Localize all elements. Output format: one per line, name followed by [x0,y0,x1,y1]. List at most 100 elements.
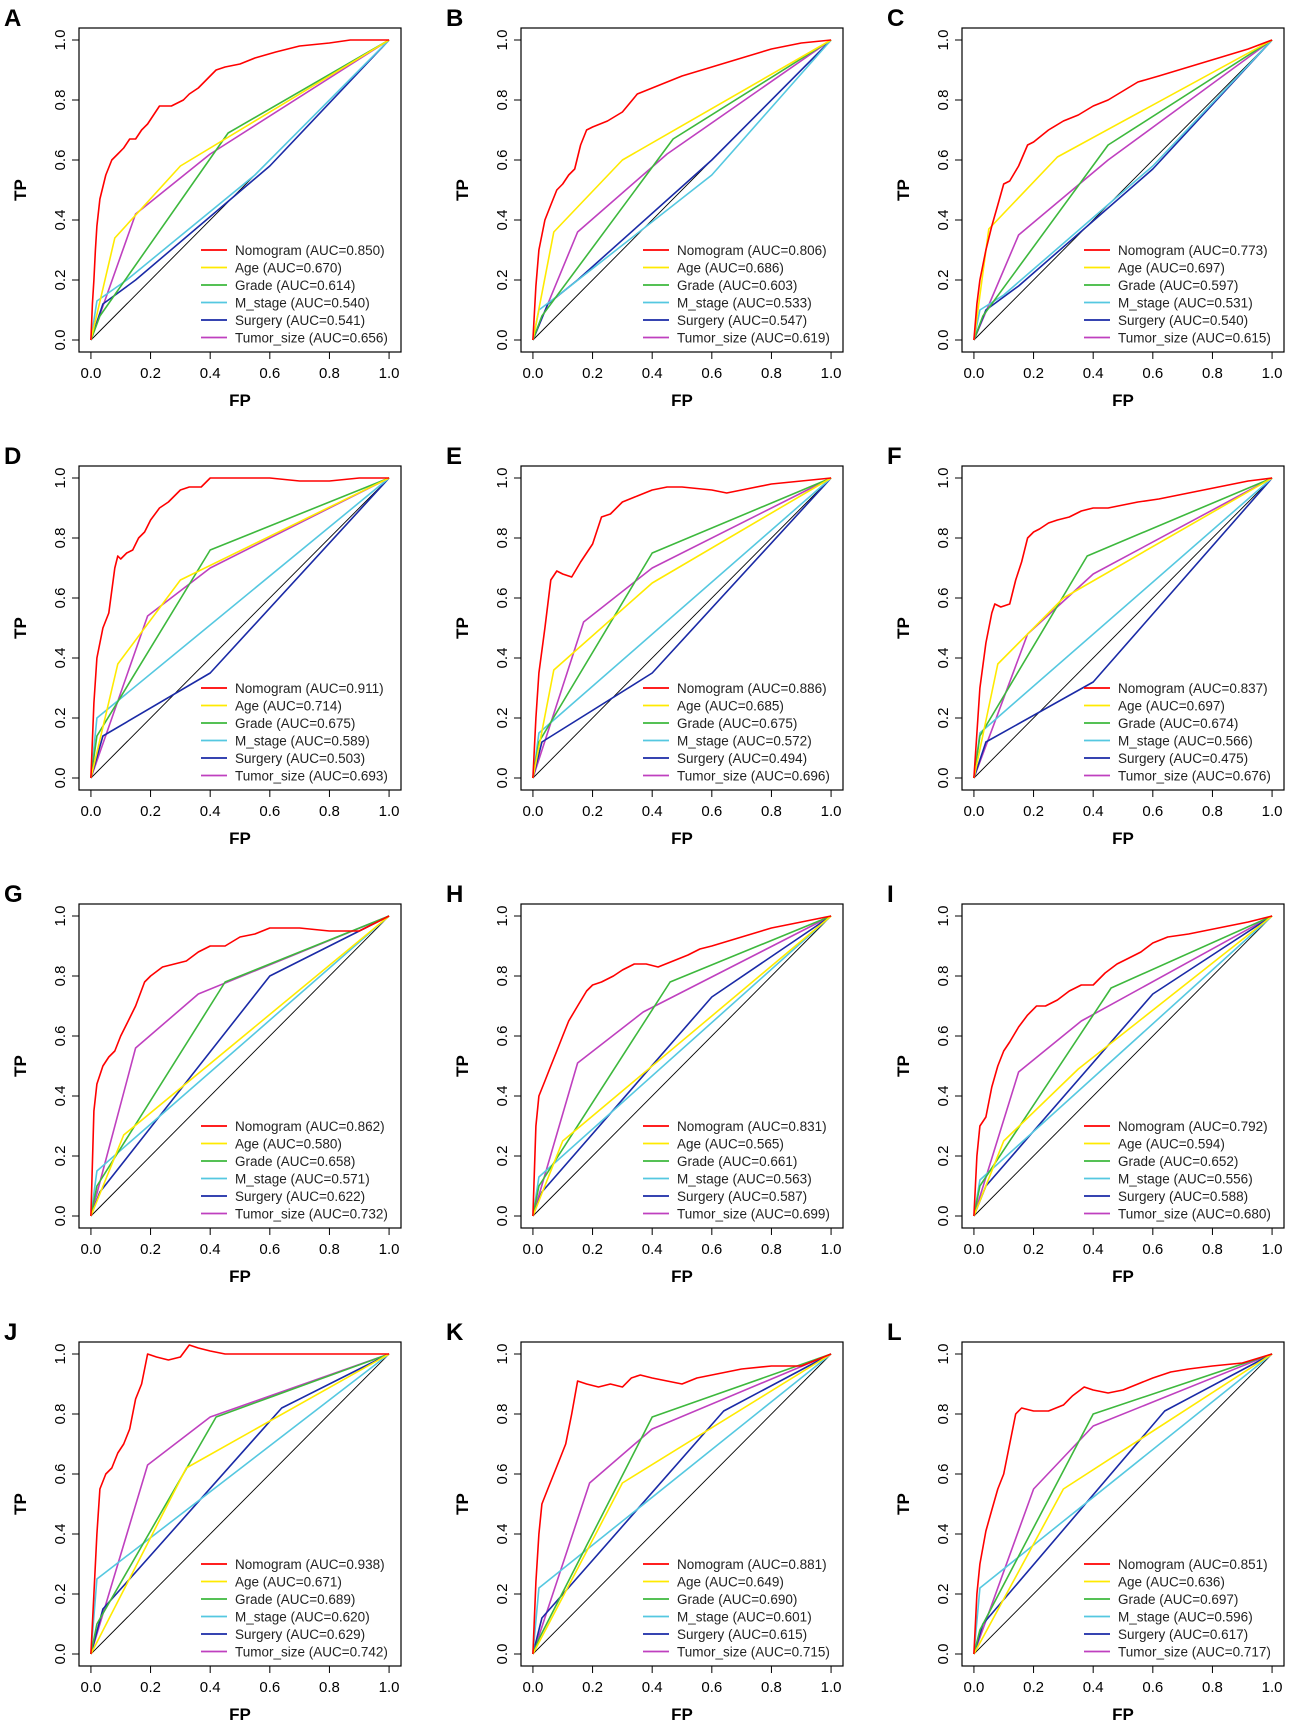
x-tick-label: 0.2 [582,803,603,820]
roc-line-surgery [90,477,390,779]
y-tick-label: 0.4 [494,210,511,231]
roc-line-nomogram [973,39,1273,341]
y-tick-label: 0.0 [935,330,952,351]
roc-line-nomogram [973,477,1273,779]
x-tick-label: 0.0 [963,1679,984,1696]
roc-line-grade [532,39,832,341]
x-tick-label: 1.0 [379,365,400,382]
y-tick-label: 0.0 [52,330,69,351]
panel-f: F 0.0 0.0 0.2 0.2 0.4 0.4 0.6 0.6 0.8 0.8 1.0 1.0 FP T… [887,443,1285,848]
x-tick-label: 0.0 [522,1241,543,1258]
panel-i: I 0.0 0.0 0.2 0.2 0.4 0.4 0.6 0.6 0.8 0.8 1.0 1.0 FP T… [887,881,1285,1286]
x-tick-label: 1.0 [821,365,842,382]
roc-line-nomogram [973,915,1273,1217]
x-tick-label: 1.0 [1262,1241,1283,1258]
legend-entry-nomogram: Nomogram (AUC=0.851) [1118,1557,1268,1572]
y-tick-label: 1.0 [52,1344,69,1365]
legend-entry-m-stage: M_stage (AUC=0.596) [1118,1610,1253,1625]
y-tick-label: 0.6 [52,1026,69,1047]
plot-frame [78,1341,402,1667]
y-tick-label: 0.0 [494,768,511,789]
diagonal-reference-line [532,477,832,779]
y-axis-label: TP [894,1493,913,1515]
y-tick-label: 0.8 [52,1404,69,1425]
legend-entry-grade: Grade (AUC=0.661) [677,1154,797,1169]
roc-line-grade [973,1353,1273,1655]
panel-label: D [4,443,21,470]
x-tick-label: 0.4 [1083,803,1104,820]
y-axis-label: TP [894,617,913,639]
roc-line-m-stage [90,915,390,1217]
x-axis-label: FP [1112,1267,1134,1286]
legend-entry-m-stage: M_stage (AUC=0.531) [1118,296,1253,311]
x-tick-label: 0.6 [701,803,722,820]
roc-line-age [973,477,1273,779]
legend-entry-tumor-size: Tumor_size (AUC=0.615) [1118,331,1271,346]
x-tick-label: 0.4 [200,1241,221,1258]
x-axis-label: FP [229,1267,251,1286]
x-tick-label: 0.0 [963,1241,984,1258]
roc-line-nomogram [532,1353,832,1655]
legend-entry-tumor-size: Tumor_size (AUC=0.715) [677,1645,830,1660]
legend-entry-nomogram: Nomogram (AUC=0.792) [1118,1119,1268,1134]
x-tick-label: 1.0 [821,1679,842,1696]
legend-entry-age: Age (AUC=0.697) [1118,261,1225,276]
legend-entry-age: Age (AUC=0.671) [235,1575,342,1590]
x-tick-label: 0.8 [319,803,340,820]
roc-line-nomogram [90,1344,390,1655]
x-tick-label: 0.0 [522,803,543,820]
plot-frame [78,465,402,791]
y-tick-label: 0.8 [494,528,511,549]
legend-entry-tumor-size: Tumor_size (AUC=0.717) [1118,1645,1271,1660]
plot-frame [520,27,844,353]
roc-line-grade [90,915,390,1217]
y-tick-label: 0.2 [494,1584,511,1605]
legend-entry-age: Age (AUC=0.594) [1118,1137,1225,1152]
y-tick-label: 0.6 [935,588,952,609]
y-tick-label: 0.4 [52,1086,69,1107]
panel-label: E [446,443,462,470]
x-tick-label: 0.2 [582,365,603,382]
roc-line-tumor-size [532,477,832,779]
roc-line-nomogram [532,39,832,341]
legend-entry-m-stage: M_stage (AUC=0.540) [235,296,370,311]
y-tick-label: 0.6 [935,150,952,171]
x-tick-label: 0.4 [1083,365,1104,382]
y-tick-label: 0.8 [52,528,69,549]
legend-entry-age: Age (AUC=0.686) [677,261,784,276]
y-axis-label: TP [453,1055,472,1077]
y-tick-label: 0.4 [52,648,69,669]
roc-line-nomogram [532,477,832,779]
legend-entry-age: Age (AUC=0.636) [1118,1575,1225,1590]
roc-line-age [90,1353,390,1655]
x-tick-label: 0.6 [259,1241,280,1258]
y-axis-label: TP [894,1055,913,1077]
legend-entry-nomogram: Nomogram (AUC=0.881) [677,1557,827,1572]
legend-entry-tumor-size: Tumor_size (AUC=0.676) [1118,769,1271,784]
y-tick-label: 1.0 [494,1344,511,1365]
roc-line-age [532,477,832,779]
legend-entry-surgery: Surgery (AUC=0.588) [1118,1189,1248,1204]
x-axis-label: FP [229,829,251,848]
roc-line-nomogram [90,477,390,779]
y-tick-label: 1.0 [935,906,952,927]
y-tick-label: 0.6 [52,150,69,171]
y-tick-label: 0.6 [494,1464,511,1485]
roc-line-m-stage [973,39,1273,341]
legend-entry-m-stage: M_stage (AUC=0.556) [1118,1172,1253,1187]
y-tick-label: 0.8 [52,966,69,987]
x-tick-label: 0.0 [80,803,101,820]
roc-line-grade [532,1353,832,1655]
legend-entry-nomogram: Nomogram (AUC=0.773) [1118,243,1268,258]
roc-line-age [973,1353,1273,1655]
y-axis-label: TP [453,179,472,201]
x-axis-label: FP [671,1705,693,1724]
panel-l: L 0.0 0.0 0.2 0.2 0.4 0.4 0.6 0.6 0.8 0.8 1.0 1.0 FP T… [887,1319,1285,1724]
x-tick-label: 0.6 [259,1679,280,1696]
roc-line-grade [90,39,390,341]
legend-entry-grade: Grade (AUC=0.652) [1118,1154,1238,1169]
legend-entry-grade: Grade (AUC=0.690) [677,1592,797,1607]
y-tick-label: 0.0 [52,1206,69,1227]
roc-line-surgery [90,1353,390,1655]
